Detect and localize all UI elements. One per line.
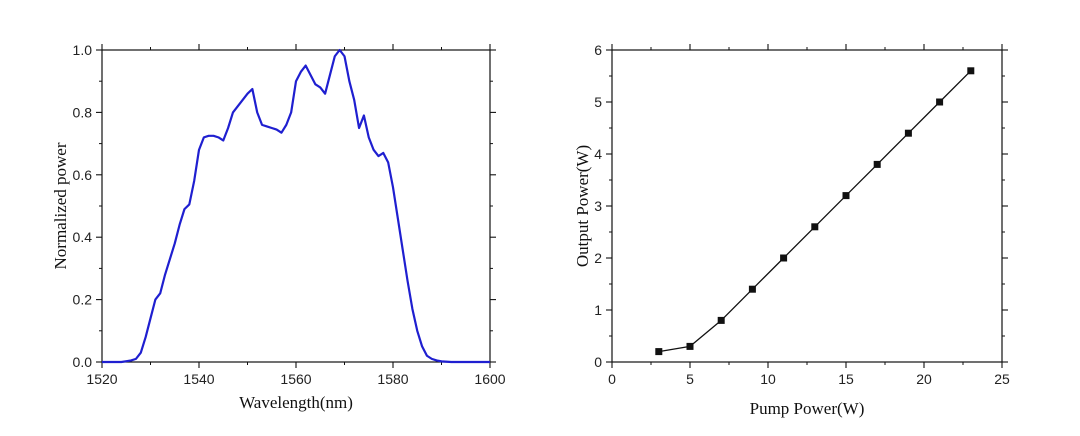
output-power-data-point [717,316,725,324]
output-power-x-tick-label: 10 [760,371,776,387]
output-power-y-tick-label: 0 [594,354,602,370]
output-power-data-point [967,67,975,75]
spectrum-x-tick-label: 1560 [280,371,311,387]
spectrum-y-tick-label: 0.6 [73,167,93,183]
output-power-y-tick-label: 3 [594,198,602,214]
output-power-y-tick-label: 4 [594,146,602,162]
output-power-x-tick-label: 5 [686,371,694,387]
spectrum-y-tick-label: 0.4 [73,229,93,245]
output-power-ticks [606,44,1008,368]
spectrum-chart: 1520 1540 1560 1580 1600 0.0 0.2 0.4 0.6 0.8 1.0 W… [51,42,506,412]
output-power-x-tick-label: 15 [838,371,854,387]
output-power-data-point [655,348,663,356]
spectrum-x-tick-label: 1520 [86,371,117,387]
output-power-plot-frame [611,49,1003,363]
output-power-data-point [904,129,912,137]
output-power-x-tick-label: 20 [916,371,932,387]
output-power-y-tick-label: 1 [594,302,602,318]
output-power-data-point [873,160,881,168]
output-power-y-tick-label: 5 [594,94,602,110]
output-power-y-tick-label: 6 [594,42,602,58]
output-power-y-tick-label: 2 [594,250,602,266]
spectrum-y-tick-label: 0.0 [73,354,93,370]
output-power-data-point [686,342,694,350]
output-power-x-tick-label: 0 [608,371,616,387]
spectrum-x-tick-label: 1540 [183,371,214,387]
spectrum-x-axis-title: Wavelength(nm) [239,393,353,412]
spectrum-tick-labels: 1520 1540 1560 1580 1600 0.0 0.2 0.4 0.6 0.8 1.0 [73,42,506,387]
spectrum-y-tick-label: 1.0 [73,42,93,58]
output-power-series [655,67,975,356]
output-power-series-line [658,70,972,353]
spectrum-y-tick-label: 0.8 [73,104,93,120]
spectrum-y-tick-label: 0.2 [73,292,93,308]
output-power-data-point [936,98,944,106]
spectrum-y-axis-title: Normalized power [51,142,70,269]
output-power-data-point [842,192,850,200]
output-power-data-point [780,254,788,262]
output-power-tick-labels: 0 5 10 15 20 25 0 1 2 3 4 5 6 [594,42,1010,387]
spectrum-plot-frame [101,49,491,363]
output-power-chart: 0 5 10 15 20 25 0 1 2 3 4 5 6 Pump Power(W) Output P… [573,42,1010,418]
spectrum-x-tick-label: 1600 [474,371,505,387]
output-power-y-axis-title: Output Power(W) [573,145,592,267]
output-power-data-point [748,285,756,293]
spectrum-ticks [96,44,496,368]
output-power-x-tick-label: 25 [994,371,1010,387]
spectrum-series [102,48,490,364]
output-power-x-axis-title: Pump Power(W) [750,399,865,418]
output-power-data-point [811,223,819,231]
spectrum-series-line [102,48,490,364]
spectrum-x-tick-label: 1580 [377,371,408,387]
